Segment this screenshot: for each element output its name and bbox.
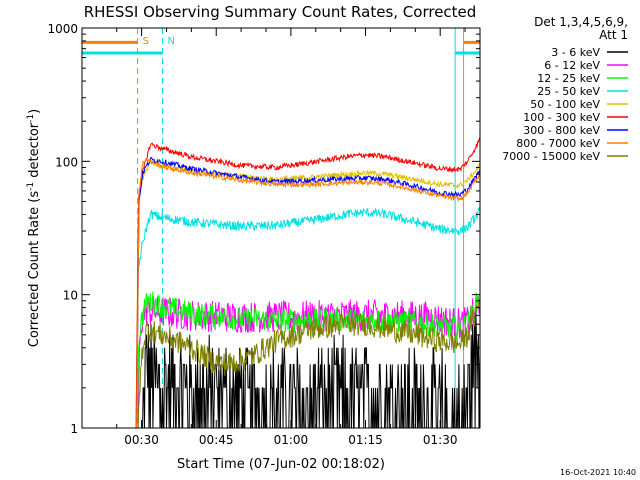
y-axis-label-part2: detector <box>27 122 42 182</box>
legend-label-3: 25 - 50 keV <box>537 85 600 98</box>
y-axis-label-part1: Corrected Count Rate (s <box>27 191 42 348</box>
marker-label-N: N <box>167 36 174 47</box>
axes: 00:30 00:45 01:00 01:15 01:30 1 10 100 1000 <box>47 22 480 447</box>
x-tick-label-0: 00:30 <box>124 433 159 447</box>
series-line-2 <box>136 290 480 428</box>
legend-label-1: 6 - 12 keV <box>544 59 600 72</box>
series-line-5 <box>135 137 480 428</box>
y-tick-label-1: 10 <box>63 289 78 303</box>
legend-label-5: 100 - 300 keV <box>523 111 600 124</box>
y-tick-label-0: 1 <box>70 422 78 436</box>
y-tick-label-2: 100 <box>55 155 78 169</box>
y-tick-label-3: 1000 <box>47 22 78 36</box>
legend-label-4: 50 - 100 keV <box>530 98 600 111</box>
legend-label-7: 800 - 7000 keV <box>516 137 600 150</box>
x-tick-label-3: 01:15 <box>348 433 383 447</box>
y-axis-label: Corrected Count Rate (s-1 detector-1) <box>26 109 42 347</box>
x-tick-label-2: 01:00 <box>274 433 309 447</box>
series-line-3 <box>135 206 480 424</box>
x-tick-label-4: 01:30 <box>423 433 458 447</box>
legend-label-0: 3 - 6 keV <box>551 46 600 59</box>
series-line-6 <box>136 157 480 426</box>
timestamp: 16-Oct-2021 10:40 <box>560 468 636 477</box>
x-tick-label-1: 00:45 <box>199 433 234 447</box>
y-axis-label-sup1: -1 <box>26 182 36 191</box>
marker-label-S: S <box>143 36 149 47</box>
plot-frame <box>81 27 481 429</box>
y-axis-label-part3: ) <box>27 109 42 114</box>
series-line-8 <box>137 293 480 428</box>
series-line-0 <box>142 307 480 428</box>
legend-title-line2: Att 1 <box>599 28 628 42</box>
legend-label-6: 300 - 800 keV <box>523 124 600 137</box>
chart-title: RHESSI Observing Summary Count Rates, Co… <box>84 3 477 21</box>
legend-title-line1: Det 1,3,4,5,6,9, <box>534 15 628 29</box>
x-axis-label: Start Time (07-Jun-02 00:18:02) <box>177 457 385 472</box>
legend-label-2: 12 - 25 keV <box>537 72 600 85</box>
legend-label-8: 7000 - 15000 keV <box>502 150 600 163</box>
series-line-7 <box>136 157 480 428</box>
y-axis-label-sup2: -1 <box>26 114 36 123</box>
